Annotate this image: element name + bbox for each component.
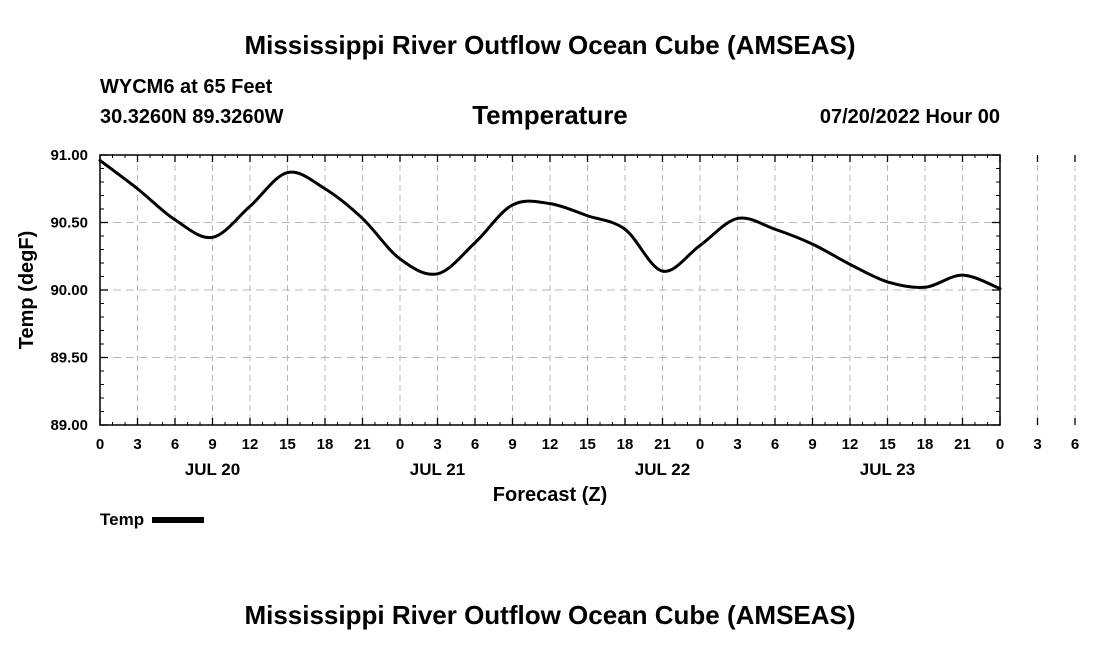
y-tick-label: 90.00 bbox=[50, 282, 88, 299]
y-tick-label: 91.00 bbox=[50, 147, 88, 164]
x-tick-labels: 0369121518210369121518210369121518210369… bbox=[96, 436, 1079, 453]
station-label: WYCM6 at 65 Feet bbox=[100, 76, 273, 98]
x-tick-label: 9 bbox=[808, 436, 816, 453]
x-tick-label: 15 bbox=[579, 436, 596, 453]
x-tick-label: 9 bbox=[208, 436, 216, 453]
x-tick-label: 6 bbox=[771, 436, 779, 453]
day-label: JUL 22 bbox=[635, 460, 690, 479]
y-tick-labels: 89.00 89.50 90.00 90.50 91.00 bbox=[50, 147, 88, 434]
x-tick-label: 0 bbox=[96, 436, 104, 453]
x-tick-label: 0 bbox=[996, 436, 1004, 453]
x-tick-label: 6 bbox=[1071, 436, 1079, 453]
x-tick-label: 21 bbox=[654, 436, 671, 453]
y-tick-label: 89.00 bbox=[50, 417, 88, 434]
x-tick-label: 3 bbox=[733, 436, 741, 453]
chart-title-bottom: Mississippi River Outflow Ocean Cube (AM… bbox=[244, 600, 856, 630]
x-tick-label: 15 bbox=[279, 436, 296, 453]
y-axis-label: Temp (degF) bbox=[16, 231, 38, 350]
x-tick-label: 0 bbox=[396, 436, 404, 453]
x-tick-label: 12 bbox=[842, 436, 859, 453]
x-tick-label: 18 bbox=[617, 436, 634, 453]
day-label: JUL 21 bbox=[410, 460, 465, 479]
forecast-date: 07/20/2022 Hour 00 bbox=[819, 106, 1000, 128]
x-tick-label: 15 bbox=[879, 436, 896, 453]
x-tick-label: 6 bbox=[471, 436, 479, 453]
x-tick-label: 21 bbox=[954, 436, 971, 453]
legend: Temp bbox=[100, 510, 205, 530]
temp-series-line bbox=[98, 158, 1002, 291]
day-label: JUL 23 bbox=[860, 460, 915, 479]
x-tick-label: 6 bbox=[171, 436, 179, 453]
chart-subtitle: Temperature bbox=[472, 100, 628, 130]
legend-swatch bbox=[152, 517, 205, 523]
y-tick-label: 90.50 bbox=[50, 215, 88, 232]
x-axis-label: Forecast (Z) bbox=[493, 484, 607, 506]
x-tick-label: 9 bbox=[508, 436, 516, 453]
x-tick-label: 3 bbox=[1033, 436, 1041, 453]
x-tick-label: 18 bbox=[917, 436, 934, 453]
x-tick-label: 12 bbox=[542, 436, 559, 453]
x-tick-label: 21 bbox=[354, 436, 371, 453]
location-label: 30.3260N 89.3260W bbox=[100, 106, 284, 128]
x-tick-label: 0 bbox=[696, 436, 704, 453]
chart-title-top: Mississippi River Outflow Ocean Cube (AM… bbox=[244, 30, 856, 60]
grid bbox=[100, 155, 1076, 425]
x-tick-label: 3 bbox=[133, 436, 141, 453]
x-tick-label: 12 bbox=[242, 436, 259, 453]
x-tick-label: 3 bbox=[433, 436, 441, 453]
temperature-chart: 89.00 89.50 90.00 90.50 91.00 0 3 6 9 12 15 18 21 0 3… bbox=[16, 147, 1079, 506]
day-label: JUL 20 bbox=[185, 460, 240, 479]
y-tick-label: 89.50 bbox=[50, 350, 88, 367]
legend-label: Temp bbox=[100, 510, 145, 529]
x-tick-label: 18 bbox=[317, 436, 334, 453]
axis-ticks bbox=[99, 154, 1076, 426]
day-labels: JUL 20 JUL 21 JUL 22 JUL 23 bbox=[185, 460, 915, 479]
